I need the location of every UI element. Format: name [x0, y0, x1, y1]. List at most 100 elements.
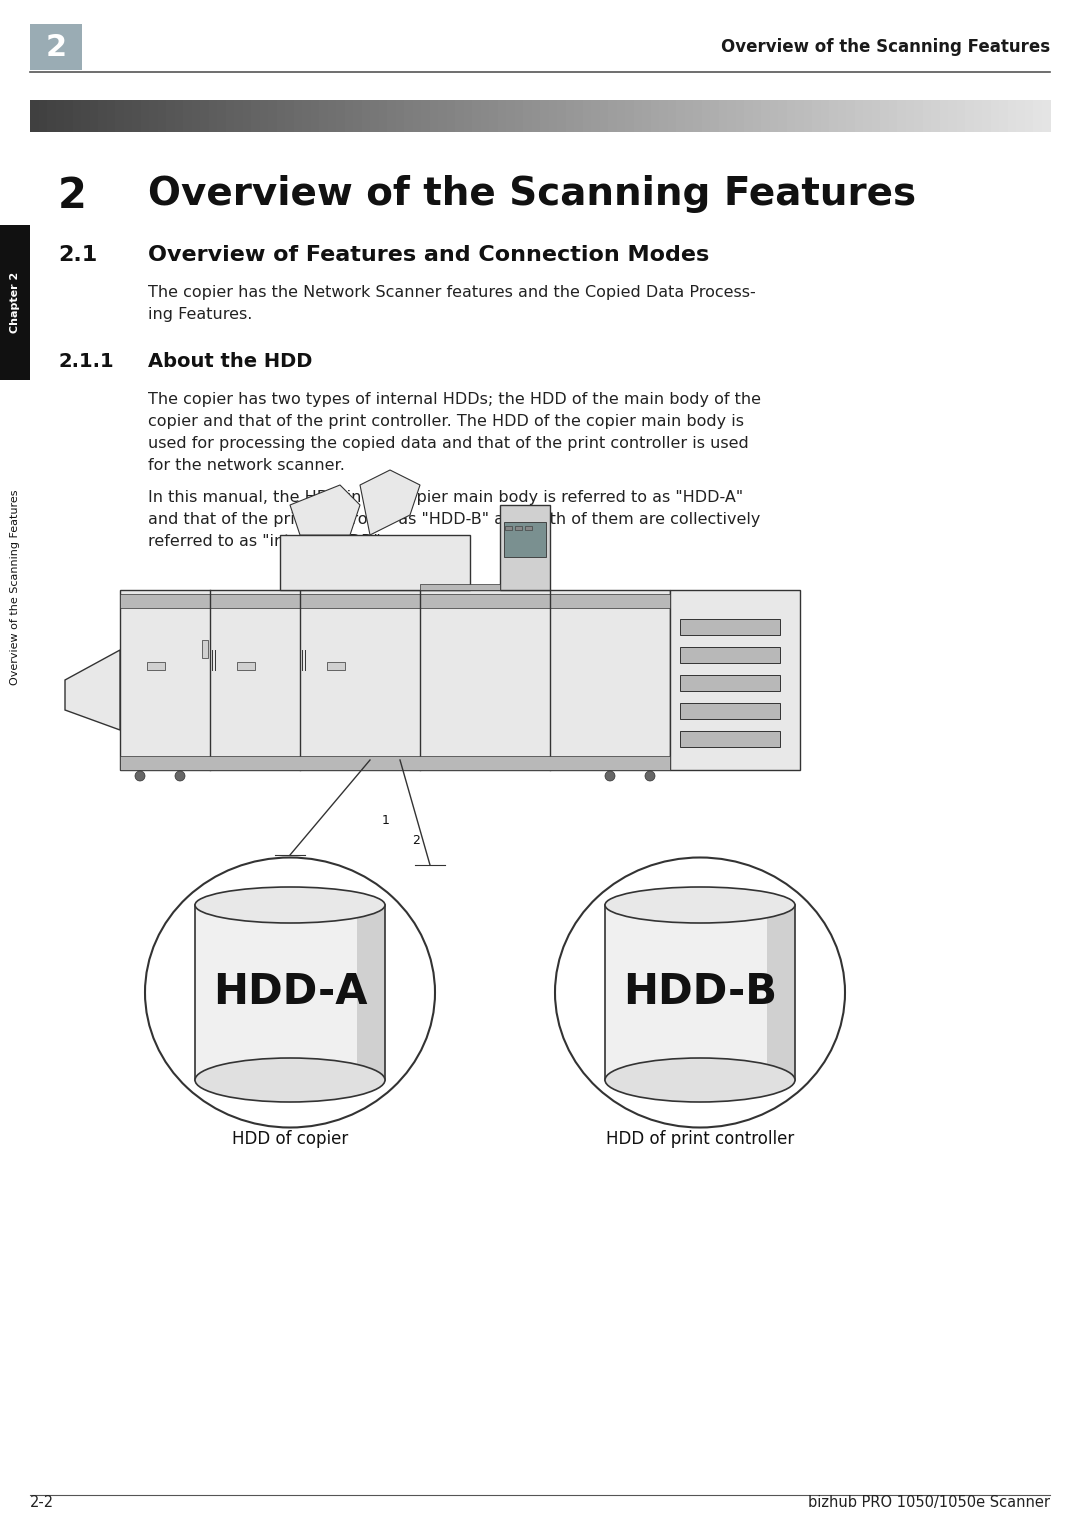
Bar [676, 99, 685, 131]
Bar [234, 99, 243, 131]
Bar [147, 662, 165, 670]
Bar [786, 99, 796, 131]
Bar [202, 641, 208, 657]
Bar [64, 99, 73, 131]
Bar [395, 99, 405, 131]
Text: 2-2: 2-2 [30, 1495, 54, 1511]
Bar [957, 99, 966, 131]
Bar [605, 905, 795, 1079]
Bar [370, 99, 379, 131]
Text: In this manual, the HDD in the copier main body is referred to as "HDD-A": In this manual, the HDD in the copier ma… [148, 489, 743, 505]
Bar [990, 99, 999, 131]
Circle shape [605, 771, 615, 781]
Bar [0, 225, 30, 381]
Bar [55, 99, 65, 131]
Bar [557, 99, 566, 131]
Bar [327, 99, 337, 131]
Bar [505, 526, 512, 531]
Bar [107, 99, 116, 131]
Polygon shape [360, 469, 420, 535]
Bar [30, 99, 39, 131]
Bar [948, 99, 957, 131]
Bar [599, 99, 608, 131]
Bar [821, 99, 829, 131]
Bar [525, 526, 532, 531]
Bar [769, 99, 779, 131]
Ellipse shape [605, 887, 795, 924]
Bar [404, 99, 413, 131]
Bar [183, 99, 192, 131]
Polygon shape [357, 905, 384, 1079]
Bar [889, 99, 897, 131]
Bar [175, 99, 184, 131]
Text: 2.1.1: 2.1.1 [58, 352, 113, 372]
Bar [523, 99, 532, 131]
Bar [30, 24, 82, 70]
Bar [420, 584, 500, 590]
Bar [999, 99, 1008, 131]
Bar [294, 99, 302, 131]
Bar [795, 99, 804, 131]
Text: HDD of copier: HDD of copier [232, 1130, 348, 1148]
Bar [39, 99, 48, 131]
Bar [140, 99, 149, 131]
Bar [922, 99, 931, 131]
Bar [430, 99, 438, 131]
Bar [387, 99, 396, 131]
Bar [573, 99, 583, 131]
Bar [680, 731, 780, 748]
Bar [362, 99, 370, 131]
Text: copier and that of the print controller. The HDD of the copier main body is: copier and that of the print controller.… [148, 414, 744, 430]
Bar [114, 99, 124, 131]
Bar [680, 703, 780, 719]
Bar [846, 99, 855, 131]
Bar [158, 99, 166, 131]
Text: HDD-B: HDD-B [623, 971, 777, 1014]
Bar [693, 99, 702, 131]
Bar [761, 99, 770, 131]
Bar [90, 99, 98, 131]
Bar [966, 99, 974, 131]
Bar [438, 99, 447, 131]
Text: Overview of the Scanning Features: Overview of the Scanning Features [10, 489, 21, 685]
Bar [650, 99, 660, 131]
Text: Overview of Features and Connection Modes: Overview of Features and Connection Mode… [148, 245, 710, 265]
Bar [120, 593, 670, 609]
Bar [982, 99, 991, 131]
Bar [195, 905, 384, 1079]
Bar [1041, 99, 1051, 131]
Bar [208, 99, 217, 131]
Bar [455, 99, 464, 131]
Bar [753, 99, 761, 131]
Bar [120, 755, 670, 771]
Bar [421, 99, 430, 131]
Bar [642, 99, 651, 131]
Text: and that of the print controller as "HDD-B" and both of them are collectively: and that of the print controller as "HDD… [148, 512, 760, 528]
Bar [829, 99, 838, 131]
Bar [345, 99, 353, 131]
Bar [504, 521, 546, 557]
Bar [166, 99, 175, 131]
Bar [531, 99, 540, 131]
Bar [237, 662, 255, 670]
Text: Chapter 2: Chapter 2 [10, 272, 21, 333]
Bar [500, 505, 550, 590]
Bar [608, 99, 617, 131]
Circle shape [175, 771, 185, 781]
Bar [378, 99, 388, 131]
Bar [489, 99, 498, 131]
Bar [540, 99, 549, 131]
Text: Overview of the Scanning Features: Overview of the Scanning Features [720, 38, 1050, 57]
Text: The copier has the Network Scanner features and the Copied Data Process-: The copier has the Network Scanner featu… [148, 284, 756, 300]
Bar [1025, 99, 1034, 131]
Bar [582, 99, 592, 131]
Text: 2.1: 2.1 [58, 245, 97, 265]
Bar [72, 99, 81, 131]
Bar [81, 99, 90, 131]
Bar [744, 99, 753, 131]
Bar [735, 99, 744, 131]
Bar [940, 99, 948, 131]
Text: HDD of print controller: HDD of print controller [606, 1130, 794, 1148]
Bar [191, 99, 201, 131]
Bar [498, 99, 507, 131]
